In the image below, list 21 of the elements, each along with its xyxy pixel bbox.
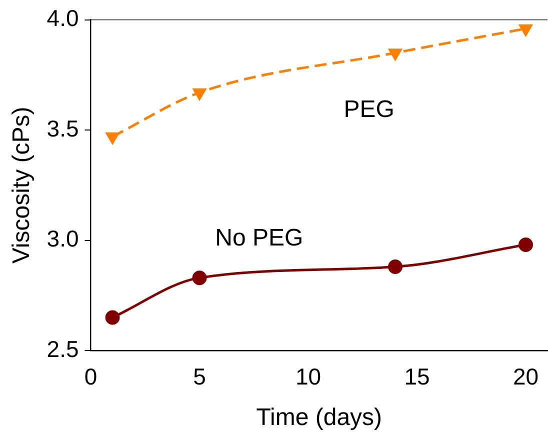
x-tick-label: 0 [84, 364, 98, 390]
point [105, 310, 120, 325]
point [192, 270, 207, 286]
x-axis-title: Time (days) [256, 404, 382, 432]
x-tick-label: 20 [512, 364, 539, 390]
y-tick-label: 4.0 [46, 5, 79, 32]
x-tick-label: 15 [404, 364, 430, 390]
series-label: No PEG [215, 224, 304, 252]
x-tick-label: 10 [295, 364, 322, 390]
point [388, 260, 403, 274]
series-label: PEG [344, 96, 394, 123]
point [193, 88, 206, 100]
point [106, 132, 119, 144]
point [388, 48, 402, 60]
x-tick-label: 5 [193, 364, 206, 390]
y-tick-label: 2.5 [46, 336, 79, 362]
y-axis-title: Viscosity (cPs) [8, 106, 36, 264]
y-tick-label: 3.0 [46, 226, 79, 252]
point [518, 237, 533, 252]
point [519, 24, 532, 36]
y-tick-label: 3.5 [46, 115, 79, 142]
